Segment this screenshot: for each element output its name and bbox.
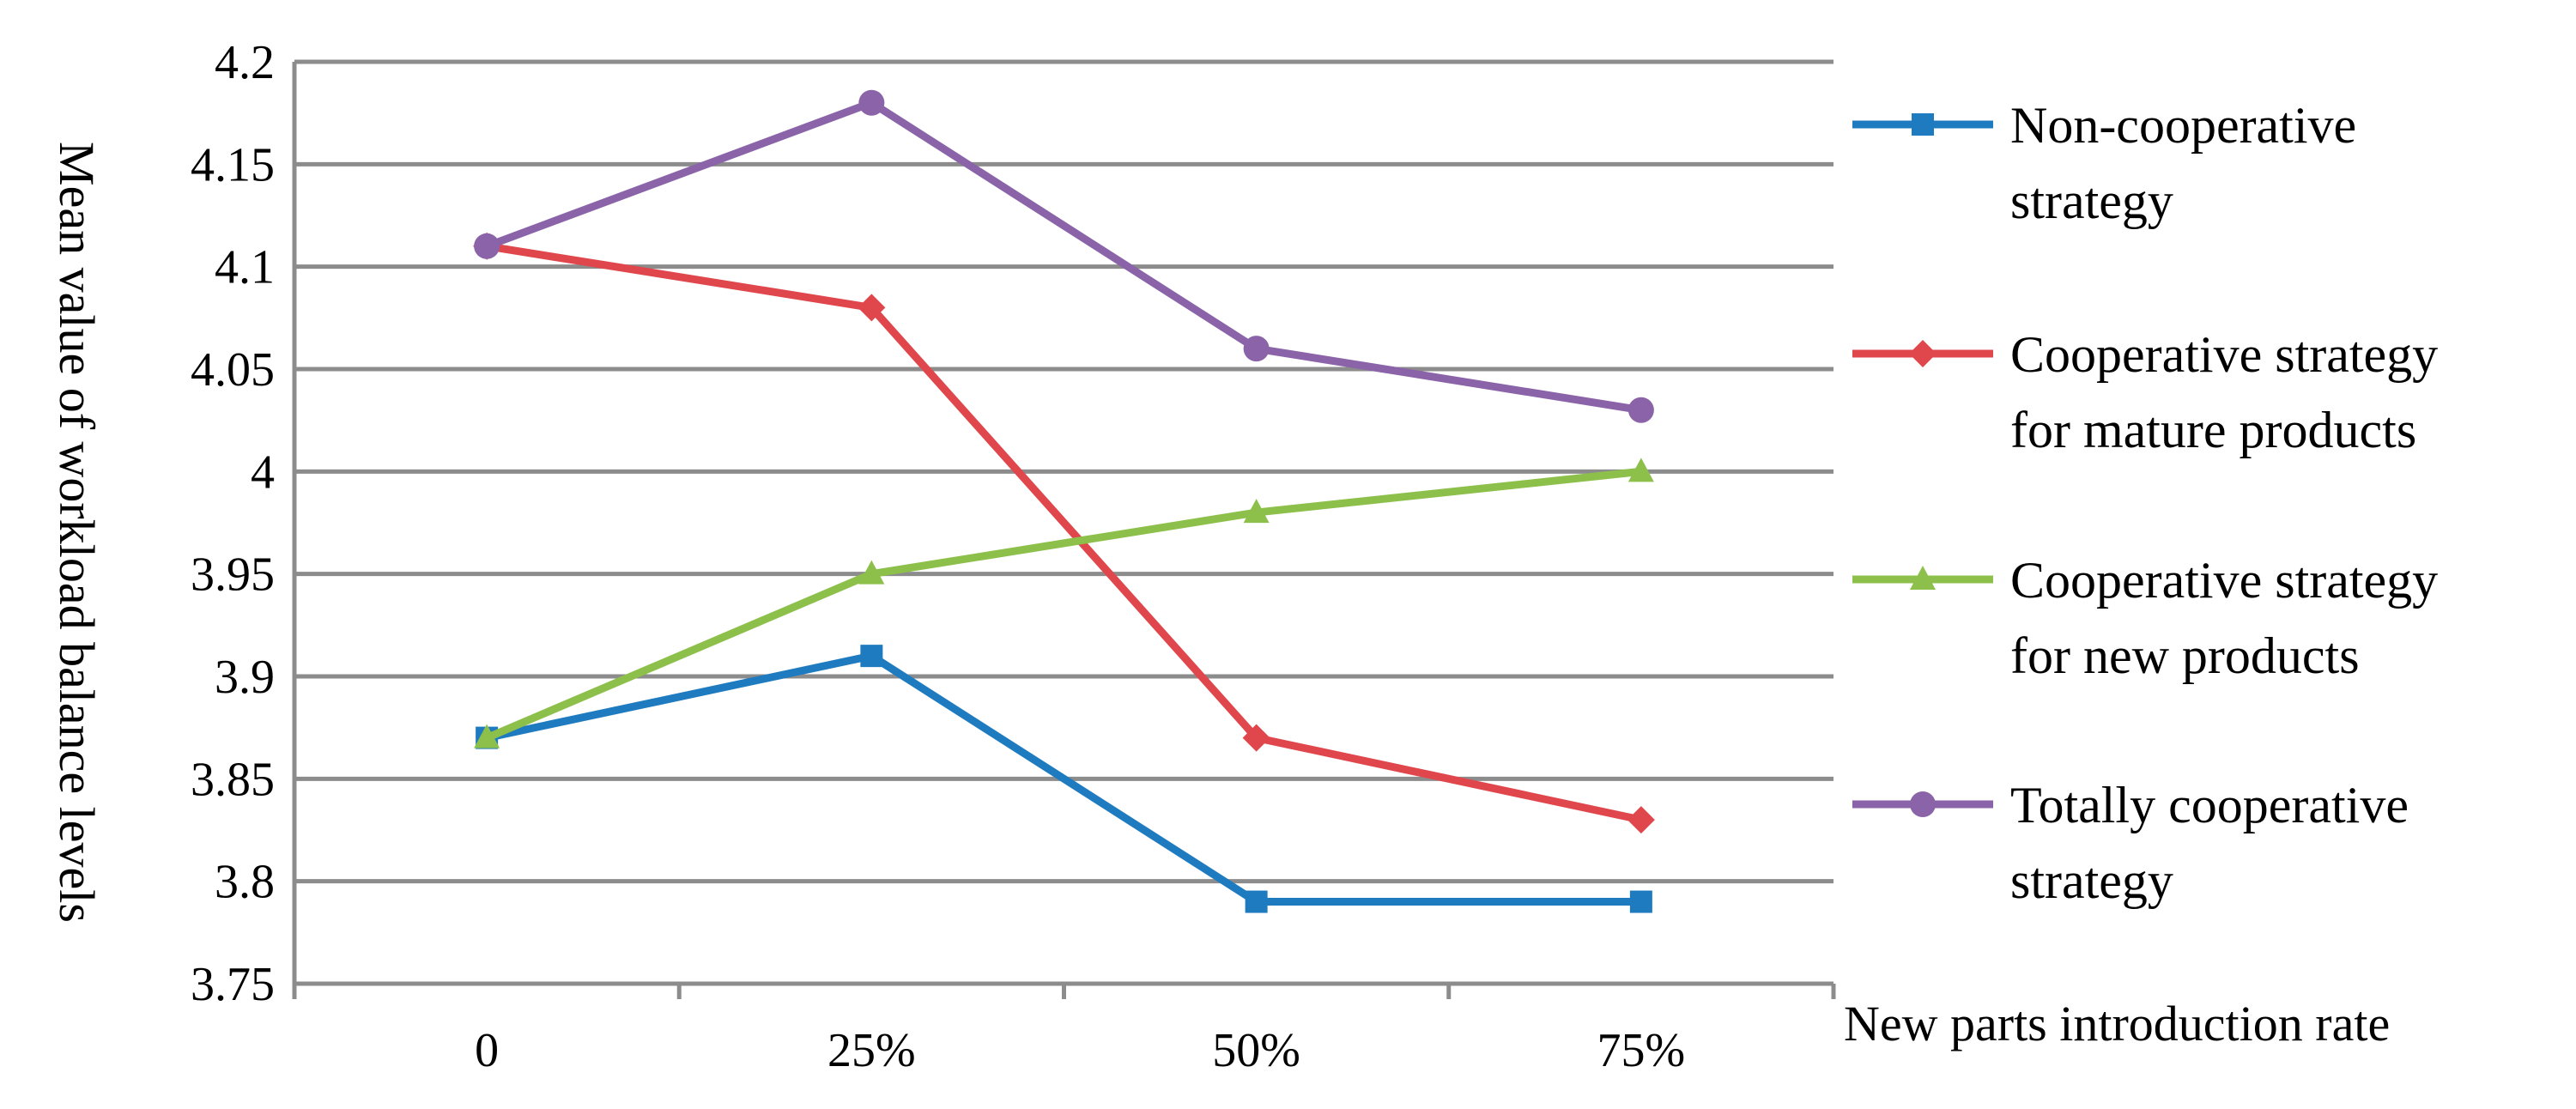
series-4: [474, 89, 1654, 423]
legend-label: for mature products: [2010, 402, 2416, 458]
legend-item-3: Cooperative strategy for new products: [1852, 552, 2438, 684]
data-point: [860, 645, 883, 668]
series-line: [482, 99, 1646, 415]
data-point: [858, 89, 885, 116]
data-point: [474, 233, 500, 259]
x-tick-label: 25%: [827, 1024, 916, 1077]
x-tick-label: 75%: [1597, 1024, 1686, 1077]
data-point: [1243, 499, 1270, 524]
y-tick-label: 4.05: [191, 343, 275, 397]
series-line: [482, 467, 1646, 742]
data-point: [1627, 458, 1654, 482]
x-tick-label: 0: [475, 1024, 499, 1077]
legend-label: strategy: [2010, 852, 2173, 909]
y-tick-label: 3.9: [215, 651, 275, 704]
data-point: [1629, 890, 1652, 913]
legend-marker: [1910, 791, 1936, 817]
axes: [292, 62, 1836, 999]
grid-lines: [294, 59, 1834, 884]
legend-label: Non-cooperative: [2010, 97, 2356, 154]
series-2: [473, 232, 1655, 834]
legend-label: for new products: [2010, 627, 2360, 684]
legend-marker: [1912, 113, 1934, 136]
x-tick-labels: 0 25% 50% 75%: [475, 1024, 1685, 1077]
data-point: [858, 560, 885, 585]
legend: Non-cooperative strategy Cooperative strat…: [1852, 97, 2438, 909]
data-point: [858, 294, 886, 322]
data-point: [1627, 806, 1655, 834]
legend-label: Cooperative strategy: [2010, 552, 2438, 609]
legend-item-2: Cooperative strategy for mature products: [1852, 326, 2438, 458]
series-line: [482, 651, 1646, 906]
legend-item-1: Non-cooperative strategy: [1852, 97, 2356, 229]
data-point: [474, 724, 500, 748]
series-3: [474, 458, 1654, 748]
legend-marker: [1910, 566, 1936, 590]
y-tick-label: 4.1: [215, 241, 275, 294]
series-lines: [473, 89, 1655, 913]
x-tick-label: 50%: [1212, 1024, 1300, 1077]
series-1: [476, 645, 1652, 913]
series-line: [482, 242, 1646, 824]
data-point: [1242, 724, 1270, 752]
legend-marker: [1909, 340, 1937, 367]
legend-label: Totally cooperative: [2010, 777, 2409, 833]
legend-label: Cooperative strategy: [2010, 326, 2438, 383]
data-point: [1245, 890, 1268, 913]
y-tick-label: 4: [251, 445, 275, 499]
y-tick-label: 4.2: [215, 36, 275, 89]
y-tick-label: 3.75: [191, 958, 275, 1011]
y-tick-label: 3.85: [191, 753, 275, 806]
legend-item-4: Totally cooperative strategy: [1852, 777, 2409, 909]
y-axis-label: Mean value of workload balance levels: [49, 142, 105, 923]
y-tick-labels: 3.75 3.8 3.85 3.9 3.95 4 4.05 4.1 4.15 4.2: [191, 36, 275, 1011]
data-point: [1243, 336, 1270, 362]
y-tick-label: 4.15: [191, 138, 275, 191]
y-tick-label: 3.8: [215, 856, 275, 909]
y-tick-label: 3.95: [191, 548, 275, 602]
x-axis-label: New parts introduction rate: [1844, 996, 2390, 1051]
data-point: [1627, 397, 1654, 423]
legend-label: strategy: [2010, 173, 2173, 229]
